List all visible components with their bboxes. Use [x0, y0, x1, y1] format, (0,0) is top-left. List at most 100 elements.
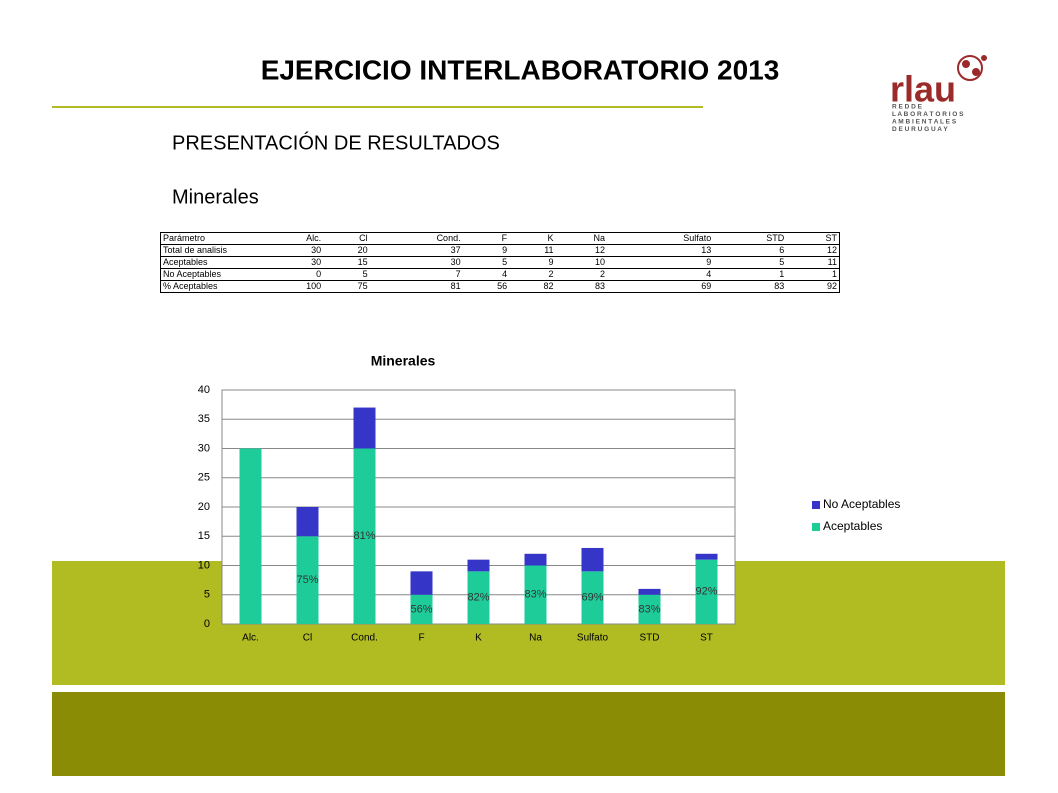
bar: [467, 571, 490, 624]
logo-name: rlau: [890, 69, 956, 110]
table-row: % Aceptables 100 75 81 56 82 83 69 83 92: [160, 281, 840, 293]
y-tick-label: 40: [198, 384, 210, 396]
y-tick-label: 20: [198, 501, 210, 513]
cell: 92: [826, 281, 837, 291]
data-label: 82%: [467, 592, 489, 604]
logo-line: L A B O R A T O R I O S: [892, 111, 964, 118]
bar: [353, 407, 376, 449]
cell: 4: [502, 269, 508, 279]
cell: 30: [311, 245, 322, 255]
bar: [524, 565, 547, 624]
bar: [296, 507, 319, 537]
x-tick-label: ST: [700, 633, 713, 644]
cell: 1: [831, 269, 837, 279]
band-dark: [52, 692, 1005, 776]
y-tick-label: 25: [198, 472, 210, 484]
cell: Na: [593, 233, 606, 243]
cell: 2: [548, 269, 554, 279]
bar: [581, 571, 604, 624]
cell: Aceptables: [163, 257, 208, 267]
data-label: 81%: [353, 530, 375, 542]
data-label: 83%: [638, 603, 660, 615]
cell: Cl: [359, 233, 368, 243]
y-tick-label: 10: [198, 559, 210, 571]
cell: 20: [357, 245, 368, 255]
y-tick-label: 35: [198, 413, 210, 425]
data-label: 75%: [296, 574, 318, 586]
data-label: 69%: [581, 592, 603, 604]
x-tick-label: Cond.: [351, 633, 378, 644]
cell: 11: [827, 257, 837, 267]
logo-line: R E D D E: [892, 104, 923, 111]
cell: Total de analisis: [163, 245, 228, 255]
x-tick-label: STD: [640, 633, 660, 644]
cell: 10: [595, 257, 606, 267]
data-table: Parámetro Alc. Cl Cond. F K Na Sulfato STD ST Tota…: [160, 232, 840, 293]
table-row: Aceptables 30 15 30 5 9 10 9 5 11: [160, 257, 840, 269]
cell: Alc.: [306, 233, 322, 243]
cell: ST: [825, 233, 837, 243]
bar: [467, 559, 490, 572]
subtitle: PRESENTACIÓN DE RESULTADOS: [172, 131, 500, 154]
x-tick-label: K: [475, 633, 482, 644]
bar: [581, 547, 604, 572]
cell: 100: [306, 281, 322, 291]
table-row: Total de analisis 30 20 37 9 11 12 13 6 12: [160, 245, 840, 257]
x-tick-label: Sulfato: [577, 633, 609, 644]
y-tick-label: 15: [198, 530, 210, 542]
y-tick-label: 5: [204, 589, 210, 601]
cell: 1: [779, 269, 785, 279]
cell: 6: [779, 245, 785, 255]
table-row: No Aceptables 0 5 7 4 2 2 4 1 1: [160, 269, 840, 281]
cell: 30: [311, 257, 322, 267]
x-tick-label: F: [418, 633, 424, 644]
bar: [239, 448, 262, 624]
bar: [524, 553, 547, 566]
logo-line: D E U R U G U A Y: [892, 126, 948, 133]
data-label: 92%: [695, 586, 717, 598]
cell: 69: [701, 281, 712, 291]
bar: [638, 588, 661, 595]
cell: F: [501, 233, 508, 243]
title: EJERCICIO INTERLABORATORIO 2013: [261, 54, 780, 85]
bar: [695, 553, 718, 560]
cell: K: [547, 233, 554, 243]
cell: No Aceptables: [163, 269, 222, 279]
cell: 9: [502, 245, 508, 255]
x-tick-label: Alc.: [242, 633, 259, 644]
cell: 5: [502, 257, 508, 267]
bar: [410, 594, 433, 624]
logo-icon: [957, 55, 987, 81]
cell: 15: [357, 257, 368, 267]
cell: 2: [600, 269, 606, 279]
cell: 83: [774, 281, 785, 291]
data-label: 56%: [410, 603, 432, 615]
cell: 81: [450, 281, 461, 291]
y-tick-label: 30: [198, 442, 210, 454]
x-tick-label: Cl: [303, 633, 312, 644]
cell: Cond.: [436, 233, 461, 243]
cell: 82: [543, 281, 554, 291]
cell: 12: [826, 245, 837, 255]
cell: 13: [701, 245, 712, 255]
cell: 9: [706, 257, 712, 267]
chart: Minerales 0 5 10 15 20 25 30 35 40 Alc. Cl 75% Cond. 8…: [198, 353, 901, 644]
cell: 9: [548, 257, 554, 267]
cell: 83: [595, 281, 606, 291]
cell: 37: [450, 245, 461, 255]
legend-label: No Aceptables: [823, 497, 900, 511]
bar: [296, 536, 319, 624]
cell: Sulfato: [683, 233, 712, 243]
cell: 4: [706, 269, 712, 279]
cell: 56: [497, 281, 508, 291]
logo-line: A M B I E N T A L E S: [892, 119, 957, 126]
data-label: 83%: [524, 589, 546, 601]
chart-title: Minerales: [371, 353, 436, 369]
cell: 0: [316, 269, 322, 279]
bar: [695, 559, 718, 624]
bar: [353, 448, 376, 624]
legend-label: Aceptables: [823, 519, 882, 533]
cell: STD: [766, 233, 785, 243]
